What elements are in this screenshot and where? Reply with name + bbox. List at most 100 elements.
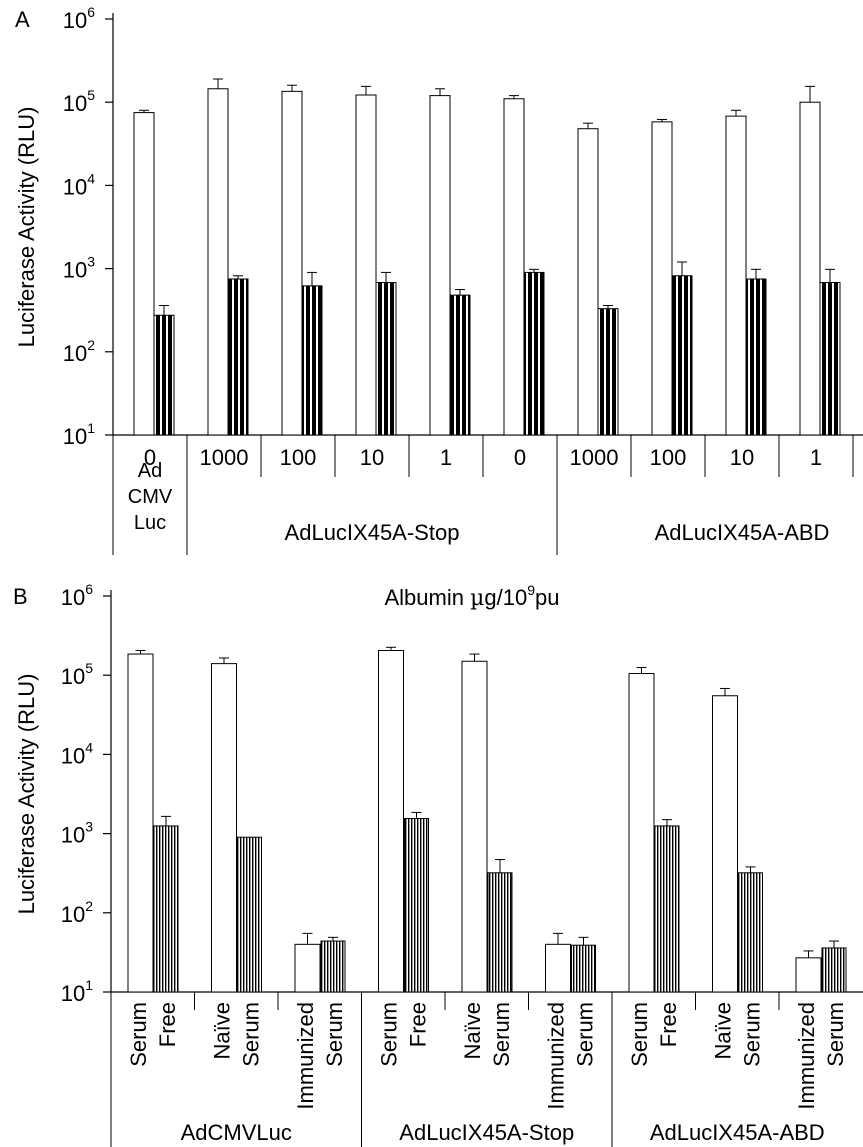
category-label: 10	[360, 445, 384, 470]
y-tick-exponent: 6	[87, 4, 95, 20]
bar-striped	[375, 282, 397, 436]
category-label: Serum	[823, 1002, 848, 1067]
y-tick-label-6: 106	[63, 4, 95, 33]
bar-striped	[738, 872, 763, 993]
category-label: Immunized	[544, 1002, 569, 1110]
category-label: Free	[155, 1002, 180, 1047]
group-label: AdLucIX45A-ABD	[650, 1120, 825, 1145]
group-label-line: CMV	[128, 486, 173, 508]
y-tick-base: 10	[63, 341, 87, 366]
y-tick-exponent: 1	[85, 977, 93, 993]
y-axis-title: Luciferase Activity (RLU)	[14, 674, 39, 915]
y-tick-exponent: 1	[87, 420, 95, 436]
bar-striped	[487, 872, 513, 993]
y-tick-label-3: 103	[61, 819, 93, 848]
bar-striped	[597, 308, 619, 436]
y-tick-base: 10	[61, 823, 85, 848]
y-tick-base: 10	[61, 902, 85, 927]
panel-label: A	[15, 7, 30, 32]
y-tick-label-5: 105	[63, 87, 95, 116]
y-tick-exponent: 5	[87, 87, 95, 103]
category-label: 0	[144, 445, 156, 470]
bar-white	[545, 943, 571, 993]
bar-white	[378, 650, 404, 993]
category-label: 10	[730, 445, 754, 470]
bar-striped	[654, 825, 680, 993]
bar-striped	[571, 944, 596, 993]
panel-label: B	[13, 584, 28, 609]
bar-white	[799, 101, 821, 436]
bar-white	[795, 957, 822, 993]
y-tick-exponent: 2	[85, 898, 93, 914]
bar-white	[211, 663, 237, 993]
x-axis-title-sup: 9	[527, 582, 535, 598]
bar-white	[503, 98, 525, 436]
category-label: Serum	[489, 1002, 514, 1067]
category-label: 1000	[200, 445, 249, 470]
y-tick-base: 10	[63, 174, 87, 199]
bar-white	[355, 94, 377, 436]
category-label: Serum	[377, 1002, 402, 1067]
y-tick-exponent: 3	[87, 254, 95, 270]
group-label: AdLucIX45A-Stop	[285, 520, 460, 545]
group-label: AdLucIX45A-Stop	[399, 1120, 574, 1145]
y-tick-base: 10	[61, 743, 85, 768]
y-tick-base: 10	[61, 981, 85, 1006]
bar-striped	[745, 278, 767, 436]
bar-white	[294, 943, 321, 993]
y-tick-exponent: 2	[87, 337, 95, 353]
x-axis-title-text: g/10	[484, 585, 527, 610]
bar-white	[429, 95, 451, 436]
y-axis-title: Luciferase Activity (RLU)	[14, 107, 39, 348]
category-label: Immunized	[794, 1002, 819, 1110]
y-tick-exponent: 4	[87, 170, 95, 186]
category-label: Naïve	[460, 1002, 485, 1059]
x-axis-title-text: pu	[535, 585, 559, 610]
bar-striped	[153, 314, 175, 436]
category-label: 100	[650, 445, 687, 470]
category-label: Serum	[239, 1002, 264, 1067]
group-label-line: Ad	[138, 460, 162, 482]
bar-striped	[153, 825, 179, 993]
category-label: Serum	[740, 1002, 765, 1067]
x-axis-title: Albumin µg/109pu	[384, 582, 559, 611]
bar-striped	[404, 818, 429, 993]
y-tick-base: 10	[63, 91, 87, 116]
bar-striped	[449, 294, 471, 436]
category-label: 1	[440, 445, 452, 470]
category-label: Naïve	[210, 1002, 235, 1059]
y-tick-label-1: 101	[61, 977, 93, 1006]
bar-striped	[227, 278, 249, 436]
y-tick-label-2: 102	[61, 898, 93, 927]
bar-white	[712, 695, 738, 993]
y-tick-exponent: 3	[85, 819, 93, 835]
category-label: Serum	[627, 1002, 652, 1067]
x-axis-title-text: Albumin	[384, 585, 470, 610]
y-tick-base: 10	[61, 664, 85, 689]
y-tick-label-6: 106	[61, 581, 93, 610]
bar-white	[725, 115, 747, 436]
category-label: Free	[406, 1002, 431, 1047]
y-tick-base: 10	[61, 585, 85, 610]
category-label: Serum	[573, 1002, 598, 1067]
y-tick-label-4: 104	[61, 739, 93, 768]
bar-striped	[819, 282, 841, 436]
y-tick-exponent: 6	[85, 581, 93, 597]
bar-striped	[821, 947, 847, 993]
x-axis-title-mu: µ	[470, 586, 484, 611]
y-tick-label-4: 104	[63, 170, 95, 199]
y-tick-base: 10	[63, 258, 87, 283]
y-tick-label-2: 102	[63, 337, 95, 366]
category-label: 1000	[570, 445, 619, 470]
bar-white	[281, 90, 303, 436]
bar-striped	[320, 940, 346, 993]
bar-striped	[671, 275, 693, 436]
y-tick-base: 10	[63, 424, 87, 449]
bar-white	[207, 88, 229, 436]
category-label: 100	[280, 445, 317, 470]
y-tick-label-3: 103	[63, 254, 95, 283]
y-tick-label-1: 101	[63, 420, 95, 449]
y-tick-exponent: 4	[85, 739, 93, 755]
